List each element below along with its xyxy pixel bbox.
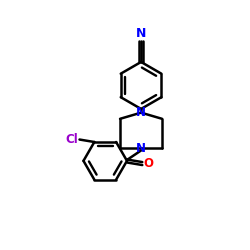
Text: O: O: [144, 157, 154, 170]
Text: Cl: Cl: [66, 132, 78, 145]
Text: N: N: [136, 27, 146, 40]
Text: N: N: [136, 142, 146, 155]
Text: N: N: [136, 106, 146, 119]
